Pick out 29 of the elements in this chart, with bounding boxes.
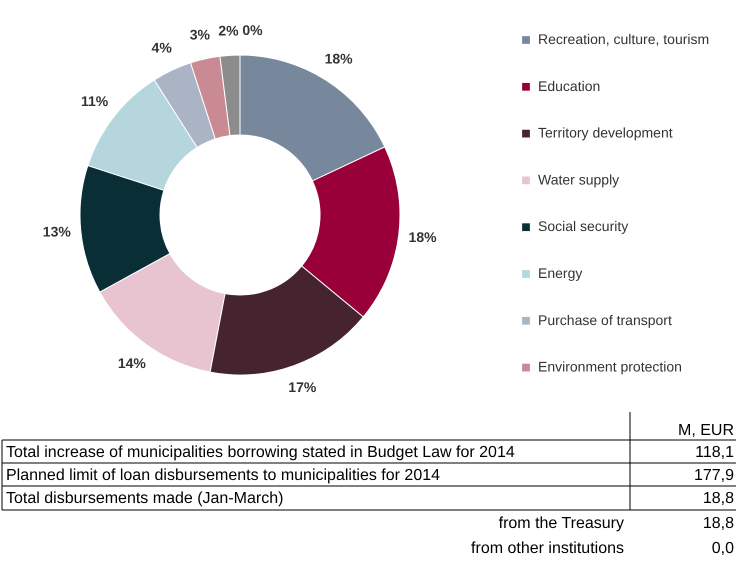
data-label: 3% — [190, 26, 211, 42]
legend-label: Social security — [538, 218, 628, 234]
text: 18,8 — [702, 515, 734, 532]
data-label: 11% — [80, 93, 109, 110]
text: M, EUR — [678, 422, 734, 439]
data-label: 14% — [118, 354, 146, 371]
legend-label: Water supply — [538, 171, 620, 188]
legend-label: Energy — [538, 265, 582, 281]
text: 0% — [242, 22, 263, 38]
legend-label: Territory development — [538, 124, 673, 141]
data-label: 17% — [288, 379, 317, 396]
data-label: 13% — [42, 223, 72, 240]
text: Planned limit of loan disbursements to municipalities for 2014 — [6, 467, 440, 484]
text: 0,0 — [712, 540, 734, 557]
legend-label: Environment protection — [538, 358, 682, 375]
text: from the Treasury — [498, 515, 624, 532]
text: 18,8 — [702, 490, 734, 507]
legend-label: Recreation, culture, tourism — [538, 31, 710, 47]
text: Total disbursements made (Jan-March) — [6, 490, 284, 507]
legend-label: Purchase of transport — [538, 312, 672, 328]
legend-label: Education — [538, 78, 600, 94]
text: from other institutions — [471, 540, 624, 557]
text: 118,1 — [695, 444, 734, 461]
text: Total increase of municipalities borrowing stated in Budget Law for 2014 — [6, 444, 515, 461]
data-label: 18% — [324, 50, 354, 67]
text: 177,9 — [694, 467, 734, 484]
data-label: 18% — [408, 229, 438, 246]
data-label: 2% — [218, 22, 240, 38]
data-label: 4% — [152, 40, 172, 56]
